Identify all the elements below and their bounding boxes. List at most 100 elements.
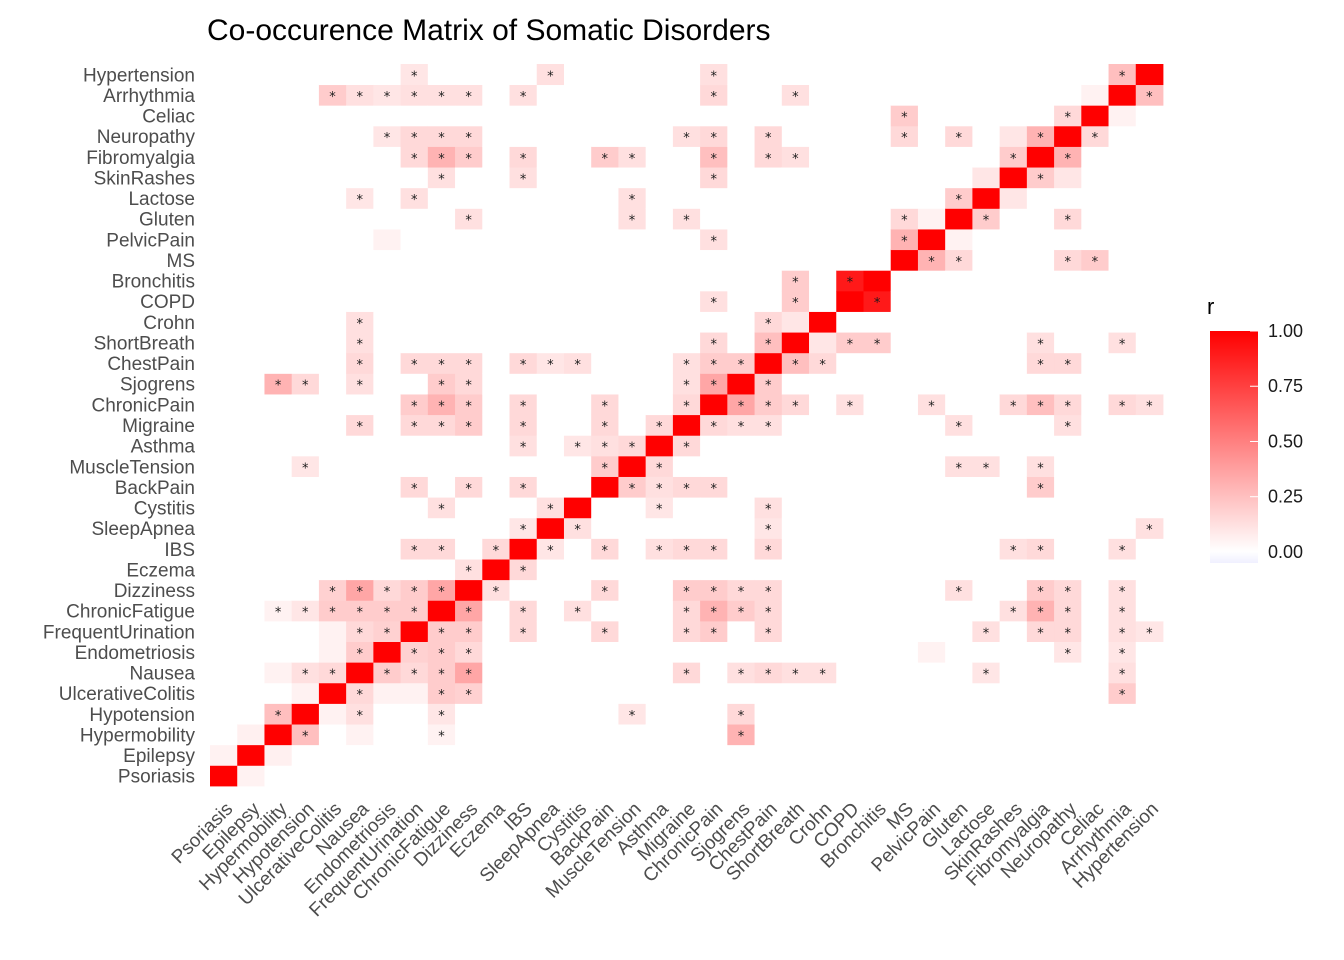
heatmap-cell [1135,187,1164,209]
heatmap-cell [563,229,592,251]
heatmap-cell [318,249,347,271]
heatmap-cell [427,517,456,539]
heatmap-cell [618,332,647,354]
heatmap-cell [727,373,755,395]
heatmap-cell [1135,435,1164,457]
heatmap-cell [536,167,565,189]
heatmap-cell [400,538,429,560]
heatmap-cell [1135,579,1164,601]
heatmap-cell [754,84,783,106]
heatmap-cell [237,394,265,416]
heatmap-cell [291,538,320,560]
heatmap-cell [890,724,919,746]
heatmap-cell [591,249,619,271]
heatmap-cell [373,373,401,395]
heatmap-cell [1054,600,1082,622]
legend-colorbar [1210,331,1258,563]
heatmap-cell [863,435,892,457]
heatmap-cell [863,105,892,127]
heatmap-cell [672,724,701,746]
significance-star: * [465,399,472,414]
heatmap-cell [1054,682,1082,704]
heatmap-cell [563,332,592,354]
y-axis-labels: PsoriasisEpilepsyHypermobilityHypotensio… [43,65,196,787]
y-tick-label: Bronchitis [112,272,195,293]
heatmap-cell [781,765,810,787]
heatmap-cell [455,311,483,333]
heatmap-cell [917,394,946,416]
heatmap-cell [1054,455,1082,477]
significance-star: * [465,606,472,621]
heatmap-cell [917,538,946,560]
heatmap-cell [645,682,674,704]
heatmap-cell [1081,641,1109,663]
significance-star: * [357,420,364,435]
heatmap-cell [318,270,347,292]
heatmap-cell [427,662,456,684]
heatmap-cell [917,476,946,498]
heatmap-cell [945,435,973,457]
heatmap-cell [400,208,429,230]
heatmap-cell [1135,105,1164,127]
significance-star: * [738,668,745,683]
heatmap-cell [291,270,320,292]
heatmap-cell [809,497,837,519]
heatmap-cell [645,394,674,416]
heatmap-cell [945,600,973,622]
heatmap-cell [809,208,837,230]
significance-star: * [683,441,690,456]
heatmap-cell [455,373,483,395]
significance-star: * [1119,585,1126,600]
heatmap-cell [945,579,973,601]
heatmap-cell [1108,682,1137,704]
significance-star: * [738,399,745,414]
heatmap-cell [455,538,483,560]
significance-star: * [792,668,799,683]
heatmap-cell [346,517,374,539]
heatmap-cell [945,229,973,251]
heatmap-cell [727,497,755,519]
heatmap-cell [237,146,265,168]
heatmap-cell [727,167,755,189]
heatmap-cell [237,662,265,684]
heatmap-cell [1135,84,1164,106]
heatmap-cell [482,744,510,766]
heatmap-cell [536,703,565,725]
heatmap-cell [700,394,728,416]
y-tick-label: MuscleTension [69,457,195,478]
significance-star: * [411,193,418,208]
heatmap-cells [210,64,1164,787]
heatmap-cell [618,435,647,457]
heatmap-cell [945,167,973,189]
heatmap-cell [427,744,456,766]
heatmap-cell [373,455,401,477]
heatmap-cell [291,105,320,127]
y-tick-label: SkinRashes [94,168,195,189]
heatmap-cell [917,146,946,168]
heatmap-cell [700,455,728,477]
heatmap-cell [318,744,347,766]
heatmap-cell [536,662,565,684]
heatmap-cell [890,208,919,230]
heatmap-cell [672,744,701,766]
heatmap-cell [346,559,374,581]
heatmap-cell [781,579,810,601]
heatmap-cell [999,311,1028,333]
heatmap-cell [1026,394,1055,416]
heatmap-cell [373,105,401,127]
heatmap-cell [700,620,728,642]
y-tick-label: Asthma [131,437,196,458]
significance-star: * [465,626,472,641]
heatmap-cell [455,559,483,581]
heatmap-cell [890,414,919,436]
heatmap-cell [809,64,837,86]
heatmap-cell [1054,146,1082,168]
heatmap-cell [1108,146,1137,168]
heatmap-cell [482,64,510,86]
heatmap-cell [1081,765,1109,787]
heatmap-cell [346,703,374,725]
heatmap-cell [509,765,538,787]
heatmap-cell [972,105,1001,127]
heatmap-cell [1108,579,1137,601]
heatmap-cell [400,373,429,395]
